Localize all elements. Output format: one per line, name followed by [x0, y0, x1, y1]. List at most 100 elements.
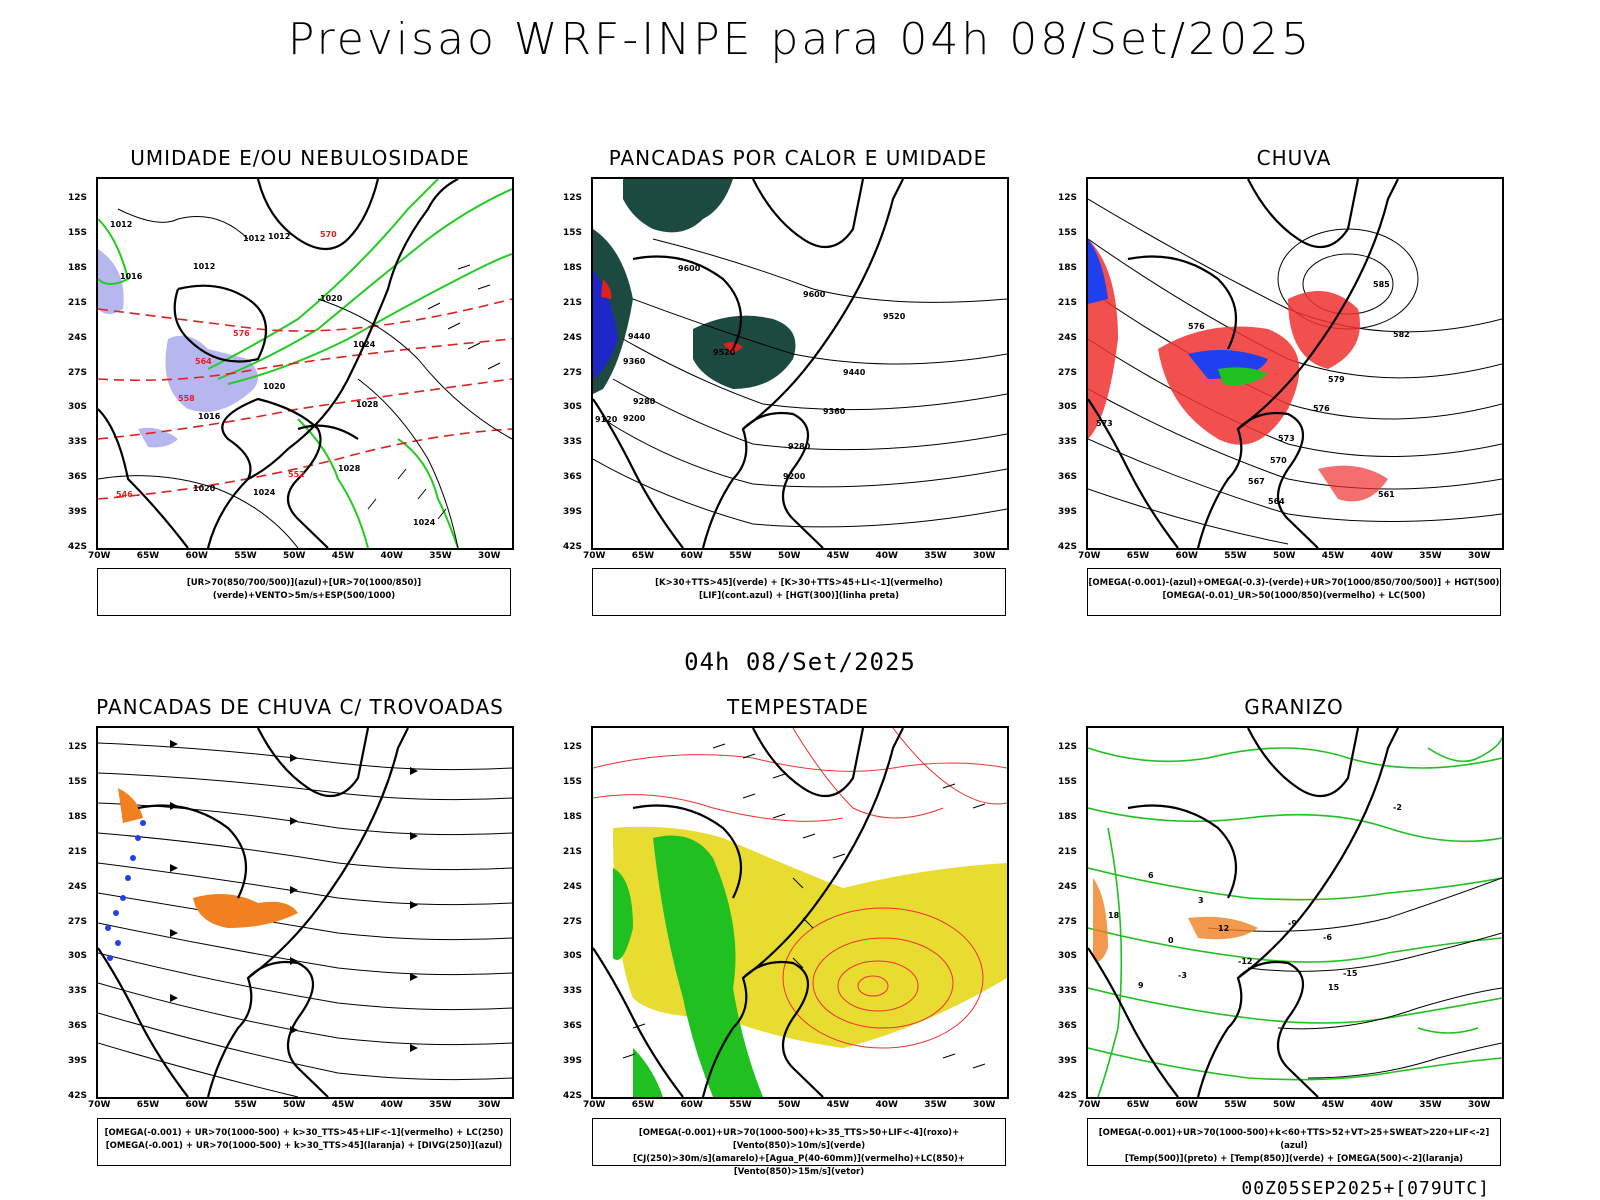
- lat-tick-label: 21S: [563, 297, 583, 308]
- lon-tick-label: 40W: [1370, 1100, 1393, 1110]
- contour-label: 9440: [843, 368, 866, 377]
- contour-label: 9200: [623, 414, 646, 423]
- lat-tick-label: 30S: [563, 951, 583, 962]
- contour-label: 12: [1218, 924, 1229, 933]
- lat-tick-label: 24S: [1058, 332, 1078, 343]
- lat-tick-label: 21S: [68, 297, 88, 308]
- contour-label: 9280: [788, 442, 811, 451]
- lat-tick-label: 15S: [1058, 776, 1078, 787]
- lat-tick-label: 15S: [563, 227, 583, 238]
- contour-label: -6: [1323, 933, 1332, 942]
- lon-tick-label: 60W: [185, 1100, 208, 1110]
- contour-label: 570: [320, 230, 337, 239]
- lon-tick-label: 70W: [583, 1100, 606, 1110]
- lat-tick-label: 39S: [563, 1056, 583, 1067]
- map-umidade-svg: 1012 1012 1016 1020 1020 1024 1028 1028 …: [98, 179, 512, 548]
- lat-tick-label: 24S: [68, 881, 88, 892]
- contour-label: 1028: [356, 400, 379, 409]
- contour-label: 576: [1313, 404, 1330, 413]
- legend-line: [LIF](cont.azul) + [HGT(300)](linha pret…: [698, 591, 900, 601]
- contour-label: 564: [1268, 497, 1285, 506]
- lat-tick-label: 30S: [563, 402, 583, 413]
- map-pancadas-trovoadas[interactable]: [96, 726, 514, 1099]
- lat-tick-label: 12S: [1058, 742, 1078, 752]
- lat-tick-label: 39S: [1058, 507, 1078, 518]
- lat-tick-label: 33S: [68, 437, 88, 448]
- lat-tick-label: 30S: [68, 951, 88, 962]
- lon-tick-label: 30W: [1468, 551, 1491, 561]
- map-pancadas-calor[interactable]: 9600 9520 9440 9360 9280 9200 9600 9520 …: [591, 177, 1009, 550]
- lon-tick-label: 70W: [1078, 1100, 1101, 1110]
- contour-label: 1020: [193, 484, 216, 493]
- lat-tick-label: 15S: [68, 776, 88, 787]
- contour-label: 9520: [713, 348, 736, 357]
- legend-line: [Temp(500)](preto) + [Temp(850)](verde) …: [1124, 1154, 1464, 1164]
- contour-label: 1012: [243, 234, 265, 243]
- contour-label: 9280: [633, 397, 656, 406]
- lon-tick-label: 55W: [234, 1100, 257, 1110]
- lat-tick-label: 18S: [68, 811, 88, 822]
- contour-label: 576: [233, 329, 250, 338]
- map-tempestade[interactable]: [591, 726, 1009, 1099]
- contour-label: 582: [1393, 330, 1410, 339]
- lat-tick-label: 18S: [1058, 262, 1078, 273]
- lon-tick-label: 45W: [331, 1100, 355, 1110]
- lon-tick-label: 35W: [429, 551, 452, 561]
- lat-tick-label: 42S: [563, 542, 583, 552]
- contour-label: -2: [1393, 803, 1402, 812]
- legend-line: [OMEGA(-0.001)+UR>70(1000-500)+k<60+TTS>…: [1098, 1128, 1490, 1151]
- map-chuva[interactable]: 585 582 579 576 573 570 567 564 561 576 …: [1086, 177, 1504, 550]
- map-granizo[interactable]: -2 -6 -15 -12 -9 -3 0 3 6 9 12 15 18: [1086, 726, 1504, 1099]
- contour-label: 9: [1138, 981, 1144, 990]
- lon-tick-label: 50W: [1273, 1100, 1296, 1110]
- legend-line: [UR>70(850/700/500)](azul)+[UR>70(1000/8…: [186, 578, 422, 601]
- lat-tick-label: 42S: [1058, 1091, 1078, 1101]
- lon-tick-label: 55W: [234, 551, 257, 561]
- contour-label: 576: [1188, 322, 1205, 331]
- contour-label: 1024: [253, 488, 276, 497]
- lat-tick-label: 12S: [1058, 193, 1078, 203]
- contour-label: 585: [1373, 280, 1390, 289]
- contour-label: 9520: [883, 312, 906, 321]
- lon-tick-label: 45W: [826, 1100, 850, 1110]
- lat-tick-label: 30S: [68, 402, 88, 413]
- lat-tick-label: 12S: [563, 742, 583, 752]
- lon-tick-label: 45W: [826, 551, 850, 561]
- lat-tick-label: 18S: [1058, 811, 1078, 822]
- lon-tick-label: 40W: [875, 1100, 898, 1110]
- panel-title-granizo: GRANIZO: [1244, 695, 1344, 719]
- lon-tick-label: 35W: [924, 551, 947, 561]
- panel-title-tempestade: TEMPESTADE: [727, 695, 869, 719]
- lon-tick-label: 40W: [380, 551, 403, 561]
- lon-tick-label: 35W: [1419, 551, 1442, 561]
- contour-label: 1024: [353, 340, 376, 349]
- lat-tick-label: 39S: [68, 1056, 88, 1067]
- lat-tick-label: 36S: [1058, 472, 1078, 483]
- legend-line: [K>30+TTS>45](verde) + [K>30+TTS>45+LI<-…: [655, 578, 943, 588]
- legend-pancadas-calor: [K>30+TTS>45](verde) + [K>30+TTS>45+LI<-…: [592, 568, 1006, 616]
- contour-label: 9440: [628, 332, 651, 341]
- lon-tick-label: 60W: [1175, 551, 1198, 561]
- lat-tick-label: 39S: [1058, 1056, 1078, 1067]
- run-time-footer: 00Z05SEP2025+[079UTC]: [1241, 1178, 1490, 1199]
- panel-title-chuva: CHUVA: [1256, 146, 1332, 170]
- lon-tick-label: 60W: [1175, 1100, 1198, 1110]
- lon-tick-label: 65W: [1126, 551, 1150, 561]
- lat-tick-label: 15S: [1058, 227, 1078, 238]
- lat-tick-label: 18S: [68, 262, 88, 273]
- legend-line: [CJ(250)>30m/s](amarelo)+[Agua_P(40-60mm…: [632, 1154, 966, 1177]
- lon-tick-label: 30W: [973, 551, 996, 561]
- lon-tick-label: 35W: [429, 1100, 452, 1110]
- valid-time-label: 04h 08/Set/2025: [684, 648, 916, 676]
- lon-tick-label: 65W: [136, 551, 160, 561]
- lon-tick-label: 45W: [1321, 1100, 1345, 1110]
- contour-label: 9600: [678, 264, 701, 273]
- contour-label: 1012: [268, 232, 290, 241]
- lon-tick-label: 55W: [1224, 551, 1247, 561]
- map-umidade[interactable]: 1012 1012 1016 1020 1020 1024 1028 1028 …: [96, 177, 514, 550]
- lat-tick-label: 15S: [68, 227, 88, 238]
- map-chuva-svg: 585 582 579 576 573 570 567 564 561 576 …: [1088, 179, 1502, 548]
- contour-label: -12: [1238, 957, 1252, 966]
- lon-tick-label: 50W: [283, 1100, 306, 1110]
- contour-label: 1020: [320, 294, 343, 303]
